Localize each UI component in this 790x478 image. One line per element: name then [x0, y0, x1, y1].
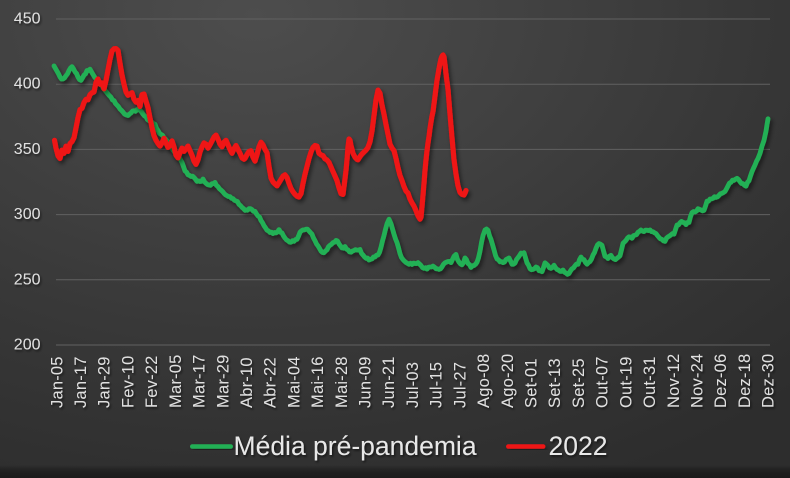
svg-text:Out-31: Out-31 — [641, 356, 659, 408]
svg-text:350: 350 — [14, 141, 41, 158]
svg-text:300: 300 — [14, 206, 41, 223]
svg-text:Jul-15: Jul-15 — [428, 362, 446, 408]
svg-text:Jul-27: Jul-27 — [451, 362, 469, 408]
svg-text:Abr-22: Abr-22 — [262, 357, 280, 408]
svg-text:Jun-09: Jun-09 — [357, 356, 375, 408]
svg-text:Média pré-pandemia: Média pré-pandemia — [234, 431, 477, 461]
svg-text:Ago-08: Ago-08 — [475, 354, 493, 408]
svg-text:Dez-18: Dez-18 — [736, 354, 754, 408]
svg-text:Mar-17: Mar-17 — [191, 355, 209, 408]
svg-text:Set-13: Set-13 — [546, 358, 564, 408]
svg-text:Jul-03: Jul-03 — [404, 362, 422, 408]
svg-text:Mar-05: Mar-05 — [167, 355, 185, 408]
svg-text:450: 450 — [14, 11, 41, 28]
svg-text:Nov-24: Nov-24 — [689, 354, 707, 408]
svg-text:Fev-10: Fev-10 — [119, 355, 137, 408]
svg-text:2022: 2022 — [549, 431, 608, 461]
svg-text:Mar-29: Mar-29 — [214, 355, 232, 408]
svg-text:Jan-05: Jan-05 — [48, 356, 66, 408]
svg-text:Mai-28: Mai-28 — [333, 356, 351, 408]
svg-text:Set-01: Set-01 — [523, 358, 541, 408]
svg-text:Jan-17: Jan-17 — [72, 356, 90, 408]
svg-text:Set-25: Set-25 — [570, 358, 588, 408]
svg-text:Mai-04: Mai-04 — [285, 356, 303, 408]
svg-text:Mai-16: Mai-16 — [309, 356, 327, 408]
svg-text:Jun-21: Jun-21 — [380, 356, 398, 408]
svg-text:Dez-30: Dez-30 — [760, 354, 778, 408]
svg-text:Ago-20: Ago-20 — [499, 354, 517, 408]
svg-text:Nov-12: Nov-12 — [665, 354, 683, 408]
svg-text:Fev-22: Fev-22 — [143, 355, 161, 408]
svg-text:Dez-06: Dez-06 — [712, 354, 730, 408]
svg-text:250: 250 — [14, 271, 41, 288]
svg-text:Abr-10: Abr-10 — [238, 357, 256, 408]
svg-text:Jan-29: Jan-29 — [96, 356, 114, 408]
svg-text:400: 400 — [14, 76, 41, 93]
svg-text:Out-07: Out-07 — [594, 356, 612, 408]
svg-text:Out-19: Out-19 — [617, 356, 635, 408]
svg-text:200: 200 — [14, 337, 41, 354]
